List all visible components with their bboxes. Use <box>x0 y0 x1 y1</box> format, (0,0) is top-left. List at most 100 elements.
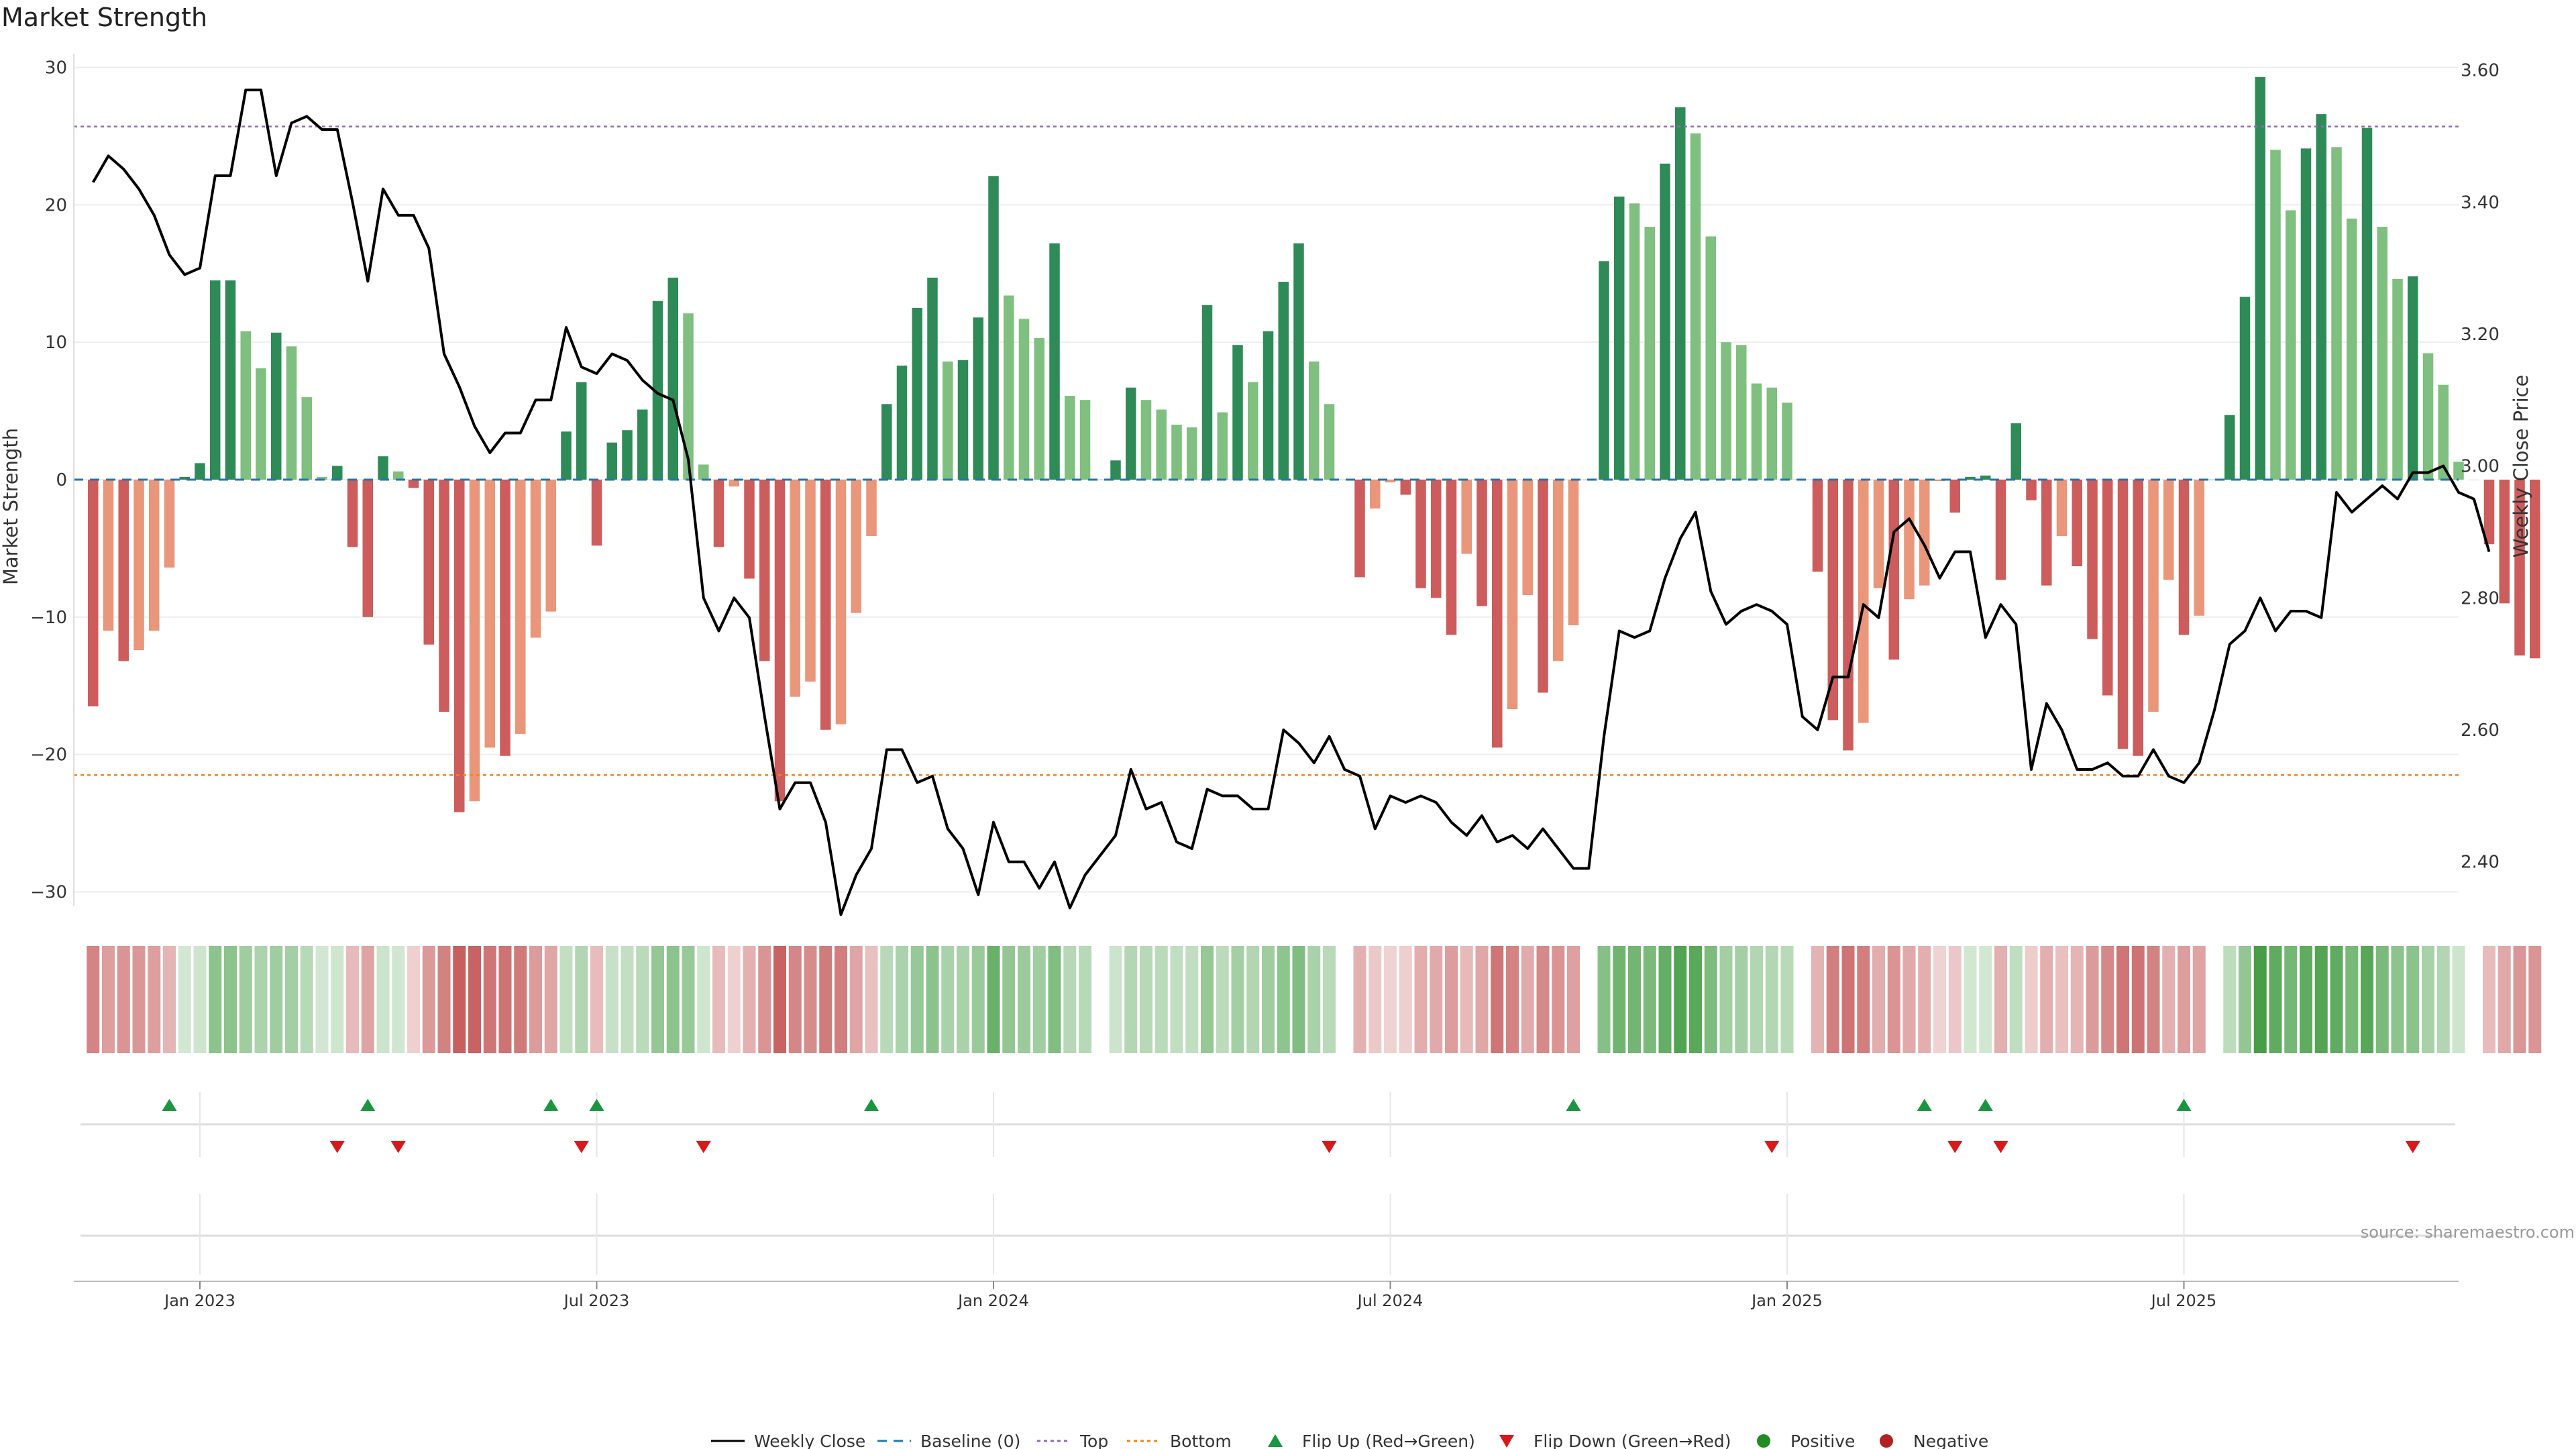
heat-cell <box>2452 946 2465 1053</box>
heat-cell <box>1994 946 2007 1053</box>
heat-cell <box>1857 946 1870 1053</box>
strength-bar <box>317 476 327 480</box>
heat-cell <box>865 946 878 1053</box>
heat-cell <box>315 946 329 1053</box>
strength-bar <box>1827 480 1838 720</box>
heat-cell <box>1216 946 1229 1053</box>
heat-cell <box>2513 946 2526 1053</box>
strength-bar <box>1919 480 1930 586</box>
flip-down-marker <box>696 1141 711 1153</box>
right-tick-label: 3.00 <box>2461 457 2500 477</box>
strength-bar <box>1293 243 1304 480</box>
heat-cell <box>376 946 390 1053</box>
heat-cell <box>758 946 771 1053</box>
close-line-layer <box>92 89 2491 916</box>
heat-cell <box>987 946 1000 1053</box>
heat-cell <box>1674 946 1687 1053</box>
strength-bar <box>1553 480 1564 661</box>
strength-bar <box>164 480 175 568</box>
heat-cell <box>621 946 634 1053</box>
strength-bar <box>1599 261 1609 480</box>
heat-cell <box>1246 946 1260 1053</box>
strength-bar <box>1721 342 1731 480</box>
strength-bar <box>1400 480 1411 495</box>
legend-label: Weekly Close <box>754 1432 865 1449</box>
strength-bar <box>881 404 892 480</box>
heat-cell <box>132 946 146 1053</box>
heat-cell <box>1841 946 1855 1053</box>
strength-bar <box>1201 305 1213 480</box>
heat-cell <box>2162 946 2176 1053</box>
strength-bar <box>408 480 419 488</box>
strength-bar <box>1873 480 1884 588</box>
heat-cell <box>880 946 894 1053</box>
heat-cell <box>468 946 481 1053</box>
strength-bar <box>1736 345 1747 480</box>
strength-bar <box>179 476 190 480</box>
strength-bar <box>2255 76 2265 480</box>
strength-bar <box>1614 197 1625 480</box>
heat-cell <box>1933 946 1946 1053</box>
heat-cell <box>849 946 863 1053</box>
strength-bar <box>1018 319 1030 480</box>
heat-cell <box>1964 946 1977 1053</box>
strength-bar <box>820 480 831 730</box>
right-tick-label: 2.60 <box>2461 720 2500 741</box>
flip-up-marker <box>864 1099 879 1111</box>
strength-bar <box>2453 462 2464 480</box>
heat-cell <box>407 946 420 1053</box>
strength-bar <box>1065 396 1075 480</box>
strength-bar <box>2438 384 2449 480</box>
heat-cell <box>910 946 924 1053</box>
heat-cell <box>1063 946 1077 1053</box>
heat-cell <box>1155 946 1168 1053</box>
strength-bar <box>1644 227 1655 480</box>
heat-cell <box>896 946 908 1053</box>
strength-bar <box>1477 480 1487 606</box>
x-tick-label: Jan 2025 <box>1750 1291 1823 1310</box>
heat-cell <box>2300 946 2312 1053</box>
heat-cell <box>1735 946 1748 1053</box>
heat-cell <box>2436 946 2450 1053</box>
strength-bar <box>545 480 556 612</box>
flip-down-marker <box>1322 1141 1337 1153</box>
heat-cell <box>1307 946 1321 1053</box>
strength-bar <box>606 442 617 480</box>
strength-bar <box>774 480 786 802</box>
heat-cell <box>559 946 573 1053</box>
strength-bar <box>759 480 770 661</box>
flip-up-marker <box>360 1099 376 1111</box>
heat-cell <box>2009 946 2023 1053</box>
heat-cell <box>1826 946 1839 1053</box>
heat-cell <box>331 946 344 1053</box>
strength-bar <box>1385 480 1396 483</box>
heat-cell <box>773 946 786 1053</box>
heat-cell <box>2284 946 2298 1053</box>
heat-cell <box>2361 946 2373 1053</box>
strength-bar <box>561 431 572 480</box>
heat-cell <box>727 946 741 1053</box>
legend-item: Negative <box>1880 1432 1988 1449</box>
heat-cell <box>2192 946 2206 1053</box>
strength-bar <box>2026 480 2037 500</box>
heat-cell <box>636 946 649 1053</box>
heat-cell <box>2086 946 2099 1053</box>
heat-cell <box>1689 946 1702 1053</box>
heat-cell <box>651 946 664 1053</box>
strength-bar <box>1690 133 1701 480</box>
legend-item: Weekly Close <box>711 1432 865 1449</box>
strength-bar <box>1629 203 1640 480</box>
flip-down-marker <box>390 1141 406 1153</box>
heat-cell <box>1353 946 1366 1053</box>
strength-bar <box>2239 297 2251 480</box>
right-tick-label: 2.80 <box>2461 588 2500 608</box>
strength-bar <box>2361 127 2373 480</box>
heat-cell <box>163 946 176 1053</box>
left-tick-label: −10 <box>30 608 67 628</box>
right-tick-label: 3.20 <box>2461 325 2500 345</box>
strength-bar <box>149 480 160 631</box>
legend-label: Top <box>1079 1432 1108 1449</box>
strength-bar <box>1034 338 1044 480</box>
heat-cell <box>300 946 313 1053</box>
heat-cell <box>1231 946 1244 1053</box>
